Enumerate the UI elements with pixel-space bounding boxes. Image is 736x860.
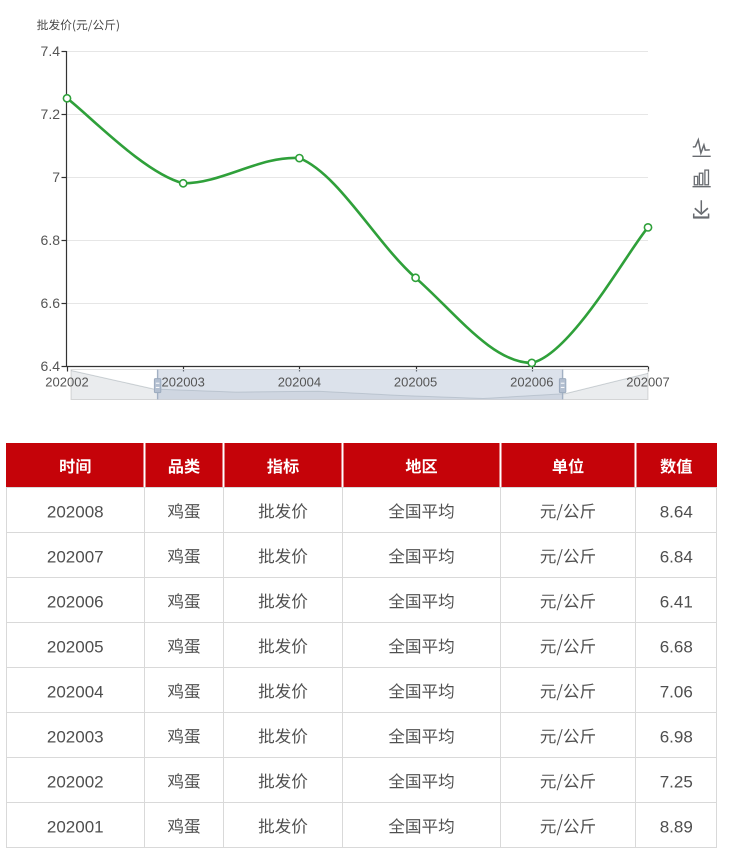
svg-text:202004: 202004	[47, 682, 104, 701]
svg-text:202003: 202003	[162, 375, 205, 390]
svg-text:6.41: 6.41	[660, 592, 693, 611]
svg-text:202005: 202005	[47, 637, 104, 656]
svg-text:202003: 202003	[47, 727, 104, 746]
svg-text:6.98: 6.98	[660, 727, 693, 746]
svg-text:202004: 202004	[278, 375, 321, 390]
svg-text:202008: 202008	[47, 502, 104, 521]
svg-text:6.6: 6.6	[41, 295, 61, 311]
svg-text:6.4: 6.4	[41, 358, 61, 374]
svg-text:202007: 202007	[47, 547, 104, 566]
svg-text:7.2: 7.2	[41, 106, 61, 122]
svg-text:202007: 202007	[626, 375, 669, 390]
svg-text:202002: 202002	[47, 772, 104, 791]
svg-text:202006: 202006	[510, 375, 553, 390]
svg-text:8.89: 8.89	[660, 817, 693, 836]
svg-text:6.84: 6.84	[660, 547, 693, 566]
svg-text:7.06: 7.06	[660, 682, 693, 701]
svg-text:6.8: 6.8	[41, 232, 61, 248]
svg-text:8.64: 8.64	[660, 502, 693, 521]
svg-text:7.25: 7.25	[660, 772, 693, 791]
svg-text:202002: 202002	[45, 375, 88, 390]
svg-text:7: 7	[52, 169, 60, 185]
svg-text:7.4: 7.4	[41, 43, 61, 59]
svg-text:202005: 202005	[394, 375, 437, 390]
svg-text:6.68: 6.68	[660, 637, 693, 656]
svg-text:202006: 202006	[47, 592, 104, 611]
svg-text:202001: 202001	[47, 817, 104, 836]
